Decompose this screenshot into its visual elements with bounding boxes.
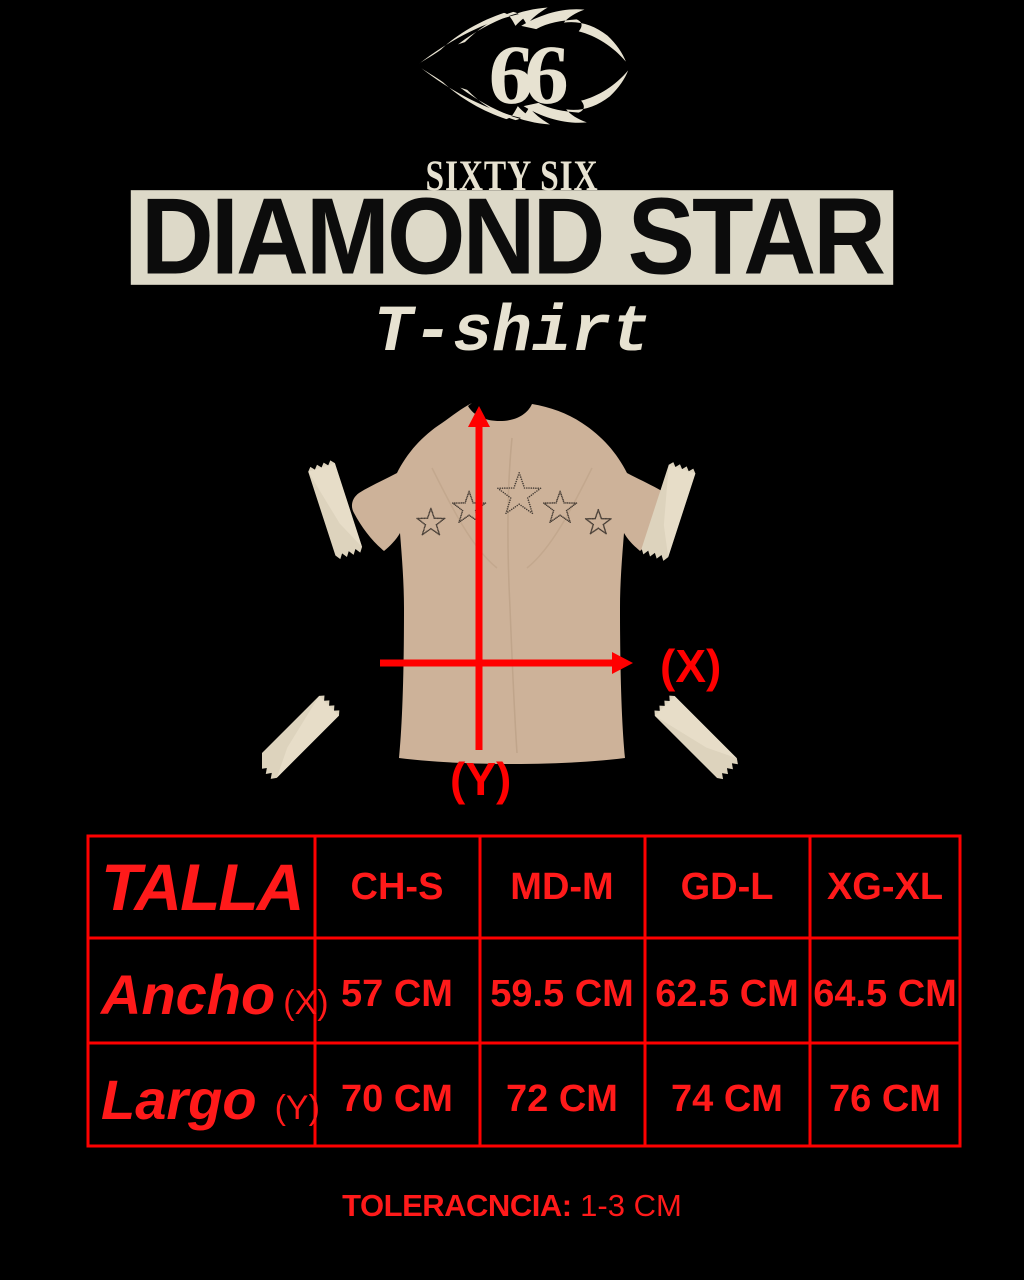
svg-text:CH-S: CH-S <box>351 866 444 908</box>
svg-text:MD-M: MD-M <box>510 866 613 908</box>
svg-text:GD-L: GD-L <box>681 866 774 908</box>
svg-text:57 CM: 57 CM <box>341 973 453 1015</box>
svg-text:XG-XL: XG-XL <box>827 866 943 908</box>
svg-text:TALLA: TALLA <box>101 850 302 924</box>
svg-text:70 CM: 70 CM <box>341 1078 453 1120</box>
svg-text:74 CM: 74 CM <box>671 1078 783 1120</box>
svg-text:72 CM: 72 CM <box>506 1078 618 1120</box>
svg-text:(Y): (Y) <box>450 753 511 805</box>
svg-text:Ancho(X): Ancho (X) <box>99 963 329 1026</box>
svg-text:76 CM: 76 CM <box>829 1078 941 1120</box>
svg-text:59.5 CM: 59.5 CM <box>490 973 634 1015</box>
svg-text:Largo(Y): Largo (Y) <box>101 1068 320 1131</box>
svg-text:(X): (X) <box>660 640 721 692</box>
svg-text:62.5 CM: 62.5 CM <box>655 973 799 1015</box>
svg-text:64.5 CM: 64.5 CM <box>813 973 957 1015</box>
